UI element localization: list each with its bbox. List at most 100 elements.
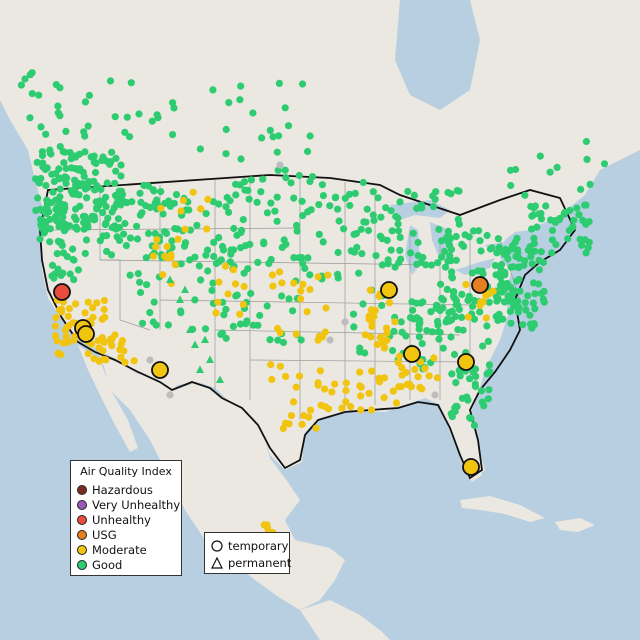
- monitor-marker: [432, 304, 440, 312]
- monitor-marker: [82, 183, 90, 191]
- monitor-marker: [202, 210, 210, 218]
- monitor-marker: [263, 524, 272, 532]
- monitor-marker: [201, 325, 210, 333]
- monitor-marker: [46, 146, 54, 154]
- monitor-marker: [414, 373, 422, 381]
- monitor-marker: [71, 176, 79, 184]
- monitor-marker: [515, 303, 523, 312]
- monitor-marker: [441, 263, 450, 271]
- monitor-marker: [448, 268, 456, 276]
- monitor-marker: [83, 194, 91, 202]
- moderate-swatch: [77, 545, 87, 555]
- monitor-marker: [226, 258, 234, 266]
- monitor-marker: [450, 350, 459, 359]
- monitor-marker: [380, 374, 389, 382]
- legend-label: Unhealthy: [92, 513, 151, 527]
- monitor-marker: [89, 304, 97, 312]
- monitor-marker: [54, 109, 62, 117]
- monitor-marker-permanent: [186, 325, 194, 333]
- monitor-marker: [42, 181, 50, 190]
- monitor-marker: [222, 334, 230, 342]
- monitor-marker: [224, 290, 232, 298]
- monitor-marker: [536, 152, 544, 160]
- monitor-marker: [513, 234, 521, 242]
- monitor-marker: [370, 216, 378, 224]
- monitor-marker: [415, 333, 423, 341]
- monitor-marker: [526, 243, 534, 251]
- monitor-marker: [494, 295, 502, 303]
- monitor-marker: [477, 247, 485, 255]
- monitor-marker: [456, 372, 464, 380]
- monitor-marker: [221, 262, 230, 270]
- monitor-marker: [347, 403, 355, 411]
- monitor-marker: [448, 370, 456, 378]
- highlight-monitor-marker: [462, 458, 480, 476]
- monitor-marker: [422, 261, 430, 269]
- monitor-marker: [230, 224, 238, 233]
- monitor-marker: [466, 375, 474, 383]
- monitor-marker: [227, 250, 235, 258]
- monitor-marker: [484, 395, 492, 403]
- monitor-marker: [55, 221, 63, 229]
- monitor-marker: [396, 246, 404, 254]
- monitor-marker: [445, 241, 454, 249]
- monitor-marker: [375, 292, 383, 301]
- monitor-marker: [84, 298, 92, 306]
- monitor-marker: [89, 216, 97, 224]
- monitor-marker: [362, 218, 370, 226]
- monitor-marker: [150, 187, 158, 195]
- monitor-marker: [483, 231, 491, 240]
- monitor-marker: [346, 201, 354, 210]
- monitor-marker: [69, 245, 77, 253]
- monitor-marker: [215, 200, 223, 208]
- monitor-marker: [395, 352, 403, 360]
- monitor-marker: [285, 295, 293, 303]
- monitor-marker: [411, 365, 419, 374]
- highlight-monitor-marker: [77, 325, 95, 343]
- monitor-marker: [61, 201, 69, 209]
- monitor-marker: [472, 372, 480, 380]
- monitor-marker: [222, 150, 230, 158]
- monitor-marker: [445, 309, 453, 317]
- monitor-marker: [410, 191, 418, 199]
- monitor-marker: [394, 227, 403, 235]
- monitor-marker: [84, 122, 92, 130]
- monitor-marker: [236, 181, 244, 189]
- monitor-marker: [273, 193, 281, 201]
- monitor-marker: [297, 295, 305, 303]
- monitor-marker: [418, 340, 426, 348]
- monitor-marker: [153, 236, 161, 244]
- monitor-marker: [321, 385, 329, 393]
- monitor-marker: [266, 126, 274, 134]
- monitor-marker: [433, 317, 442, 326]
- monitor-marker: [96, 237, 104, 245]
- monitor-marker: [292, 383, 300, 391]
- monitor-marker: [448, 316, 456, 324]
- monitor-marker: [295, 171, 303, 180]
- monitor-marker: [21, 75, 29, 83]
- monitor-marker: [583, 155, 591, 163]
- monitor-marker: [120, 347, 128, 355]
- monitor-marker: [167, 251, 175, 259]
- monitor-marker: [342, 387, 350, 395]
- monitor-marker: [477, 298, 485, 306]
- legend-label: Very Unhealthy: [92, 498, 181, 512]
- monitor-marker: [528, 324, 536, 332]
- legend-label: Moderate: [92, 543, 147, 557]
- monitor-marker: [439, 344, 447, 352]
- monitor-marker: [356, 368, 364, 376]
- monitor-marker: [539, 258, 548, 267]
- monitor-marker: [82, 236, 91, 244]
- monitor-marker: [95, 344, 103, 352]
- monitor-marker: [433, 374, 441, 382]
- monitor-marker: [166, 391, 174, 399]
- monitor-marker: [548, 249, 556, 257]
- central-america-land: [300, 600, 390, 640]
- monitor-marker: [247, 289, 255, 298]
- monitor-marker: [239, 216, 247, 224]
- monitor-marker: [60, 207, 68, 216]
- monitor-marker: [98, 315, 106, 323]
- monitor-marker: [443, 285, 451, 293]
- monitor-marker: [244, 186, 252, 194]
- monitor-marker: [521, 299, 529, 307]
